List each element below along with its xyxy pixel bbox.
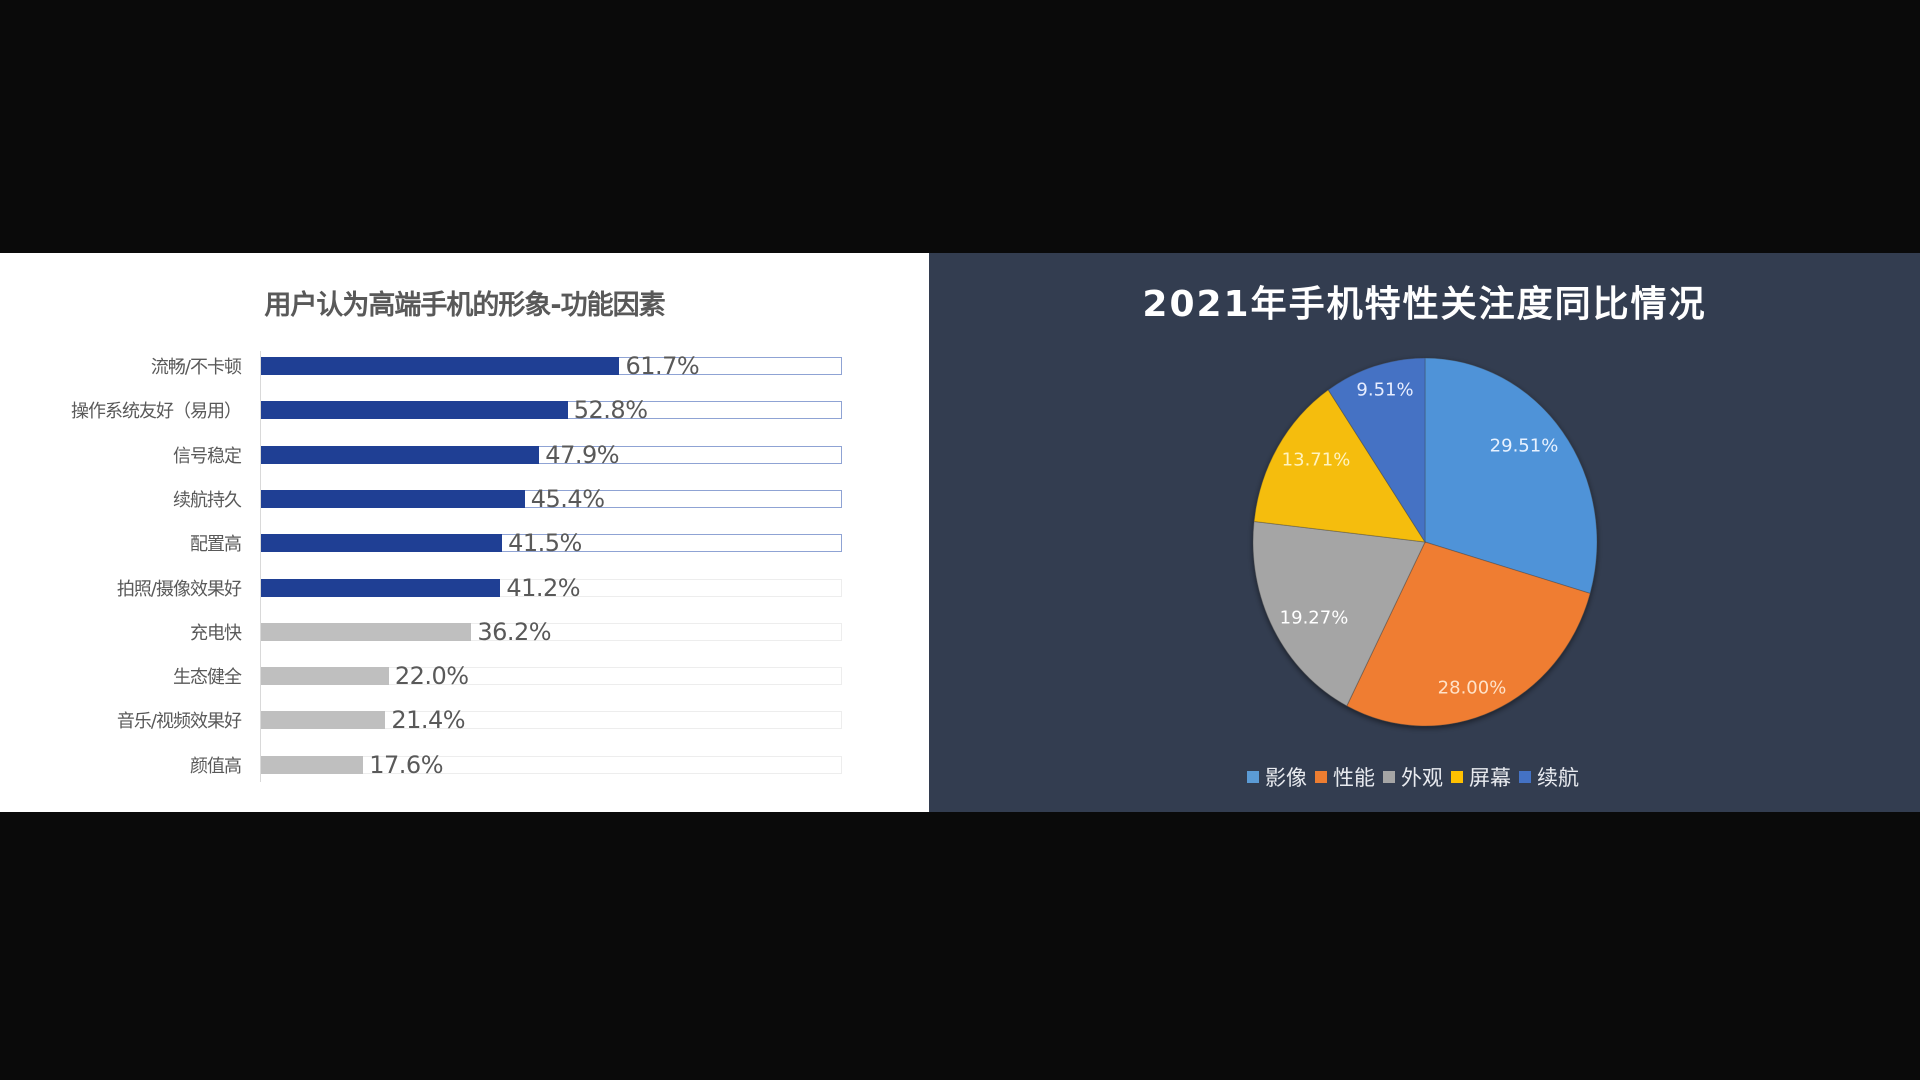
bar-value-label: 17.6% <box>369 750 443 779</box>
pie-slice-影像 <box>1424 357 1598 595</box>
y-axis-line <box>260 351 261 782</box>
bar-category-label: 信号稳定 <box>173 445 242 467</box>
bar-row: 生态健全 22.0% <box>0 662 929 690</box>
bar-category-label: 生态健全 <box>173 667 242 689</box>
bar-row: 配置高 41.5% <box>0 529 929 557</box>
legend-swatch-icon <box>1247 771 1259 783</box>
pie-chart-panel: 2021年手机特性关注度同比情况 29.51% 28.00% 19.27% 13.71… <box>929 253 1920 812</box>
bar-value-label: 61.7% <box>625 352 700 380</box>
bar-chart-panel: 用户认为高端手机的形象-功能因素 流畅/不卡顿 61.7% 操作系统友好（易用） 52… <box>0 253 929 812</box>
legend-swatch-icon <box>1315 771 1327 783</box>
legend-label: 外观 <box>1401 766 1443 790</box>
bar-row: 流畅/不卡顿 61.7% <box>0 352 929 380</box>
bar-category-label: 续航持久 <box>173 489 242 511</box>
pie-slice-label: 28.00% <box>1437 677 1507 699</box>
legend-swatch-icon <box>1383 771 1395 783</box>
bar-value-label: 52.8% <box>573 396 648 425</box>
legend-swatch-icon <box>1451 771 1463 783</box>
legend-label: 续航 <box>1537 766 1579 790</box>
bar-row: 续航持久 45.4% <box>0 485 929 513</box>
bar-fill <box>261 357 620 375</box>
pie-chart <box>1252 357 1598 727</box>
bar-category-label: 充电快 <box>190 622 242 644</box>
legend-label: 影像 <box>1265 766 1307 790</box>
bar-fill <box>261 489 525 508</box>
bar-value-label: 45.4% <box>530 484 605 513</box>
bar-row: 颜值高 17.6% <box>0 751 929 779</box>
bar-fill <box>261 755 364 774</box>
pie-legend: 影像 性能 外观 屏幕 续航 <box>1247 762 1579 792</box>
bar-value-label: 41.2% <box>506 573 581 602</box>
bar-row: 音乐/视频效果好 21.4% <box>0 706 929 734</box>
legend-swatch-icon <box>1519 771 1531 783</box>
bar-value-label: 36.2% <box>477 617 552 646</box>
bar-fill <box>261 711 386 730</box>
pie-slice-屏幕 <box>1253 389 1426 543</box>
bar-fill <box>261 622 472 641</box>
bar-value-label: 22.0% <box>394 662 469 691</box>
bar-row: 操作系统友好（易用） 52.8% <box>0 396 929 424</box>
bar-fill <box>261 445 540 464</box>
bar-chart-title: 用户认为高端手机的形象-功能因素 <box>264 290 665 321</box>
bar-row: 拍照/摄像效果好 41.2% <box>0 574 929 602</box>
bar-fill <box>261 534 503 553</box>
bar-value-label: 21.4% <box>391 706 466 735</box>
pie-slice-label: 13.71% <box>1281 449 1351 471</box>
bar-row: 充电快 36.2% <box>0 618 929 646</box>
pie-slice-性能 <box>1346 541 1591 727</box>
pie-chart-title: 2021年手机特性关注度同比情况 <box>1142 284 1707 325</box>
pie-slice-label: 29.51% <box>1489 435 1559 457</box>
legend-item: 屏幕 <box>1451 762 1511 792</box>
pie-slice-label: 9.51% <box>1356 379 1414 401</box>
bar-fill <box>261 578 501 597</box>
bar-value-label: 47.9% <box>545 440 620 469</box>
bar-category-label: 操作系统友好（易用） <box>71 401 242 423</box>
pie-slice-外观 <box>1252 520 1426 707</box>
bar-fill <box>261 667 389 686</box>
legend-label: 屏幕 <box>1469 766 1511 790</box>
pie-slice-续航 <box>1327 357 1426 544</box>
bar-fill <box>261 401 568 420</box>
legend-label: 性能 <box>1333 766 1375 790</box>
legend-item: 续航 <box>1519 762 1579 792</box>
bar-category-label: 音乐/视频效果好 <box>116 711 242 733</box>
bar-category-label: 配置高 <box>190 534 242 556</box>
legend-item: 影像 <box>1247 762 1307 792</box>
bar-category-label: 拍照/摄像效果好 <box>116 578 242 600</box>
bar-category-label: 颜值高 <box>190 755 242 777</box>
pie-slice-label: 19.27% <box>1279 607 1349 629</box>
bar-value-label: 41.5% <box>508 529 582 558</box>
legend-item: 外观 <box>1383 762 1443 792</box>
bar-category-label: 流畅/不卡顿 <box>150 357 242 378</box>
bar-row: 信号稳定 47.9% <box>0 441 929 469</box>
legend-item: 性能 <box>1315 762 1375 792</box>
